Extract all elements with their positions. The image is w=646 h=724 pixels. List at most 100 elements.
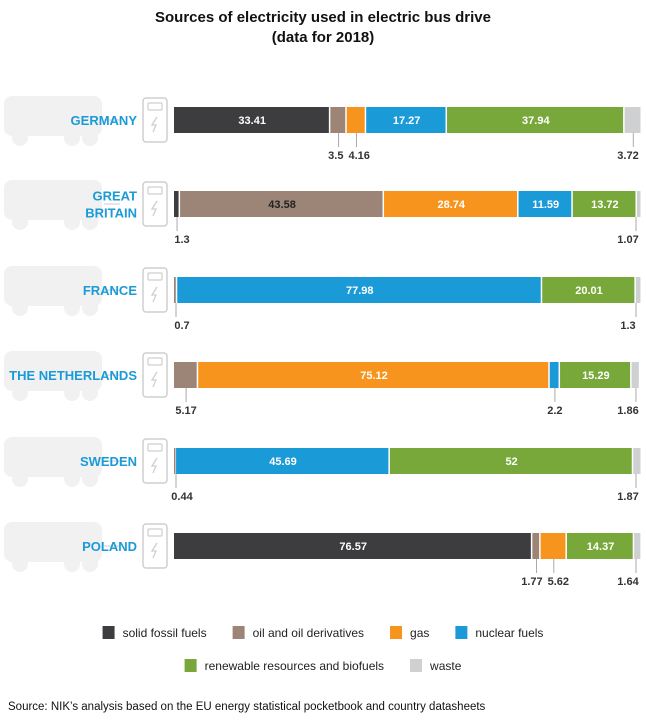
bar-segment-waste	[636, 191, 641, 217]
row-france: FRANCE 0.7 77.98 20.01 1.3	[4, 266, 641, 332]
data-label: 1.64	[617, 576, 639, 588]
legend-label: nuclear fuels	[475, 626, 543, 640]
row-the-netherlands: THE NETHERLANDS 5.17 75.12 2.2 15.29 1.86	[4, 351, 639, 417]
legend-swatch	[102, 626, 115, 639]
bar-segment-gas	[346, 107, 365, 133]
bar-segment-renewable-resources-and-biofuels	[572, 191, 636, 217]
bar-segment-gas	[384, 191, 518, 217]
row-poland: POLAND 76.57 1.77 5.62 14.37 1.64	[4, 522, 641, 588]
legend-item: solid fossil fuels	[102, 626, 207, 640]
bar-segment-oil-and-oil-derivatives	[180, 191, 383, 217]
charger-icon	[142, 267, 168, 313]
data-label: 13.72	[591, 199, 619, 211]
bar-segment-oil-and-oil-derivatives	[174, 362, 197, 388]
bar-segment-renewable-resources-and-biofuels	[389, 448, 632, 474]
legend-item: waste	[410, 659, 462, 673]
bar-segment-nuclear-fuels	[366, 107, 446, 133]
data-label: 3.5	[328, 150, 343, 162]
bus-icon	[4, 437, 102, 487]
charger-icon	[142, 181, 168, 227]
data-label: 76.57	[339, 541, 367, 553]
data-label: 1.3	[620, 320, 635, 332]
country-label: POLAND	[82, 539, 137, 554]
country-label: GREAT	[92, 189, 137, 204]
legend-item: gas	[390, 626, 429, 640]
legend-swatch	[455, 626, 468, 639]
bar-segment-renewable-resources-and-biofuels	[447, 107, 624, 133]
data-label: 0.7	[174, 320, 189, 332]
data-label: 1.77	[521, 576, 542, 588]
row-germany: GERMANY 33.41 3.5 4.16 17.27 37.94 3.72	[4, 96, 641, 162]
bar-segment-waste	[635, 277, 641, 303]
charger-icon	[142, 523, 168, 569]
charger-icon	[142, 438, 168, 484]
chart-rows: GERMANY 33.41 3.5 4.16 17.27 37.94 3.72 GREAT BR…	[4, 96, 641, 588]
data-label: 1.86	[617, 405, 638, 417]
data-label: 33.41	[238, 115, 266, 127]
legend-label: renewable resources and biofuels	[205, 659, 384, 673]
bar-segment-waste	[631, 362, 639, 388]
data-label: 3.72	[617, 150, 638, 162]
data-label: 75.12	[360, 370, 388, 382]
data-label: 37.94	[522, 115, 550, 127]
chart-subtitle: (data for 2018)	[272, 29, 375, 46]
data-label: 1.87	[617, 491, 638, 503]
legend-swatch	[390, 626, 403, 639]
legend-swatch	[184, 659, 197, 672]
bar-segment-gas	[198, 362, 549, 388]
bus-icon	[4, 180, 102, 230]
data-label: 20.01	[575, 285, 603, 297]
data-label: 15.29	[582, 370, 610, 382]
bar-segment-oil-and-oil-derivatives	[532, 533, 540, 559]
data-label: 1.07	[617, 234, 638, 246]
data-label: 45.69	[269, 456, 297, 468]
legend-swatch	[410, 659, 423, 672]
bar-segment-nuclear-fuels	[177, 277, 541, 303]
legend-label: solid fossil fuels	[123, 626, 207, 640]
bar-segment-gas	[540, 533, 566, 559]
data-label: 43.58	[268, 199, 296, 211]
country-label: THE NETHERLANDS	[9, 368, 137, 383]
bar-segment-waste	[624, 107, 641, 133]
data-label: 0.44	[171, 491, 193, 503]
data-label: 2.2	[547, 405, 562, 417]
bar-segment-solid-fossil-fuels	[174, 533, 531, 559]
source-note: Source: NIK’s analysis based on the EU e…	[8, 701, 486, 713]
legend-label: gas	[410, 626, 429, 640]
row-great-britain: GREAT BRITAIN 1.3 43.58 28.74 11.59 13.72 1.07	[4, 180, 641, 246]
bus-icon	[4, 351, 102, 401]
bar-segment-nuclear-fuels	[549, 362, 559, 388]
country-label: FRANCE	[83, 283, 137, 298]
bar-segment-nuclear-fuels	[176, 448, 389, 474]
row-sweden: SWEDEN 0.44 45.69 52 1.87	[4, 437, 641, 503]
data-label: 14.37	[587, 541, 615, 553]
bar-segment-waste	[634, 533, 641, 559]
bar-segment-oil-and-oil-derivatives	[174, 448, 176, 474]
bar-segment-solid-fossil-fuels	[174, 107, 329, 133]
country-label: GERMANY	[71, 113, 138, 128]
data-label: 5.62	[548, 576, 569, 588]
data-label: 52	[505, 456, 517, 468]
bar-segment-oil-and-oil-derivatives	[174, 277, 176, 303]
bar-segment-oil-and-oil-derivatives	[330, 107, 346, 133]
bar-segment-renewable-resources-and-biofuels	[566, 533, 633, 559]
legend-label: oil and oil derivatives	[253, 626, 364, 640]
data-label: 77.98	[346, 285, 374, 297]
legend-item: renewable resources and biofuels	[184, 659, 384, 673]
legend-swatch	[232, 626, 245, 639]
data-label: 17.27	[393, 115, 421, 127]
legend-label: waste	[429, 659, 462, 673]
chart-title: Sources of electricity used in electric …	[155, 9, 491, 26]
bus-icon	[4, 266, 102, 316]
data-label: 1.3	[174, 234, 189, 246]
data-label: 4.16	[348, 150, 369, 162]
data-label: 11.59	[532, 199, 559, 211]
bar-segment-nuclear-fuels	[518, 191, 572, 217]
bar-segment-solid-fossil-fuels	[174, 191, 179, 217]
bar-segment-waste	[633, 448, 641, 474]
legend-item: oil and oil derivatives	[232, 626, 364, 640]
bar-segment-renewable-resources-and-biofuels	[542, 277, 635, 303]
bar-segment-renewable-resources-and-biofuels	[560, 362, 631, 388]
charger-icon	[142, 97, 168, 143]
